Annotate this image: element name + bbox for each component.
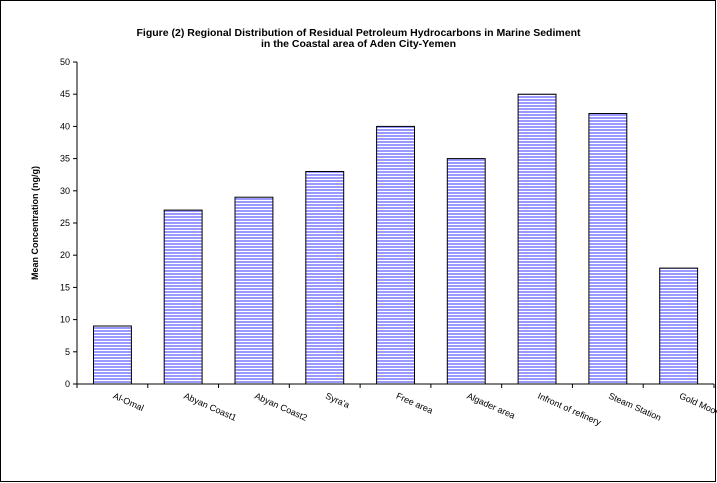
y-axis-title: Mean Concentration (ng/g)	[30, 166, 40, 280]
bar-al-omal	[93, 325, 132, 385]
x-tick-label: Gold Moor	[678, 391, 717, 417]
y-tick-label: 45	[60, 89, 70, 99]
y-tick-label: 0	[65, 379, 70, 389]
y-tick-label: 40	[60, 121, 70, 131]
x-tick-label: Abyan Coast2	[253, 391, 309, 423]
bar-free-area	[376, 125, 416, 385]
x-tick-label: Free area	[395, 391, 435, 416]
bar-infront-of-refinery	[517, 93, 557, 385]
y-tick-label: 10	[60, 315, 70, 325]
y-tick-label: 35	[60, 154, 70, 164]
chart-title-line-1: Figure (2) Regional Distribution of Resi…	[136, 27, 581, 39]
bar-steam-station	[588, 113, 628, 385]
y-tick-label: 20	[60, 250, 70, 260]
bar-algader-area	[446, 158, 486, 385]
chart-title-line-2: in the Coastal area of Aden City-Yemen	[260, 38, 457, 50]
y-tick-label: 30	[60, 186, 70, 196]
y-tick-label: 5	[65, 347, 70, 357]
x-tick-label: Steam Station	[607, 391, 663, 423]
bar-abyan-coast1	[163, 209, 203, 385]
x-tick-label: Al-Omal	[112, 391, 146, 413]
x-tick-label: Algader area	[465, 391, 516, 421]
y-tick-label: 15	[60, 282, 70, 292]
y-tick-label: 25	[60, 218, 70, 228]
bar-gold-moor	[659, 267, 699, 385]
x-tick-label: Infront of refinery	[536, 391, 603, 428]
x-tick-label: Abyan Coast1	[182, 391, 238, 423]
chart-title: Figure (2) Regional Distribution of Resi…	[0, 28, 717, 50]
bar-syra-a	[305, 171, 345, 385]
x-tick-label: Syra'a	[324, 391, 351, 410]
y-tick-label: 50	[60, 57, 70, 67]
bar-abyan-coast2	[234, 196, 274, 385]
